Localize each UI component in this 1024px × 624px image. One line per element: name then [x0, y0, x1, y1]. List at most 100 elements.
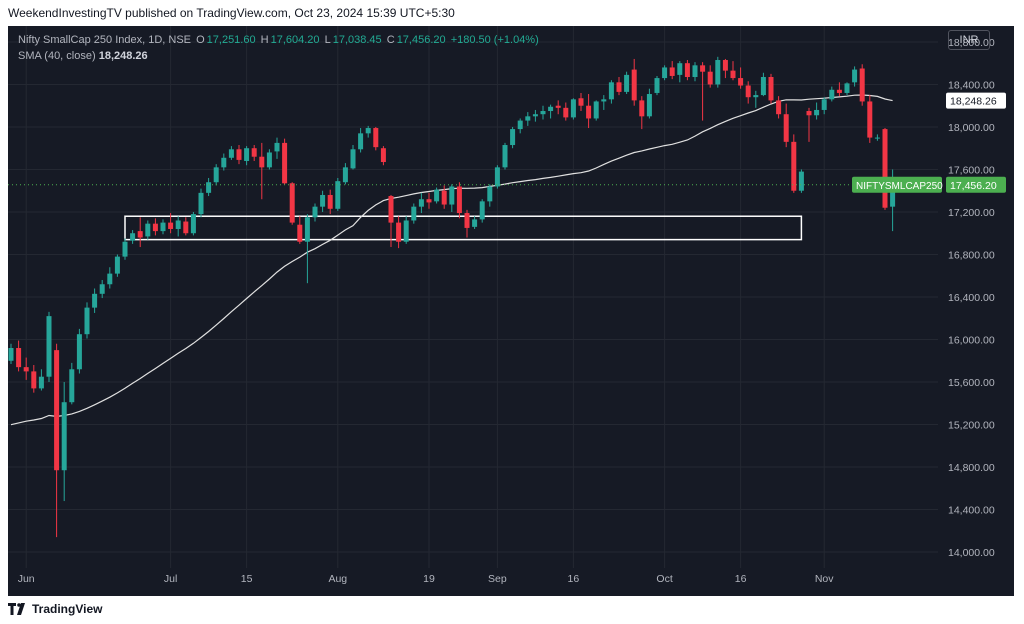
candle-down — [23, 367, 29, 372]
candle-up — [145, 223, 151, 237]
sma-line — [10, 94, 893, 426]
candle-down — [738, 78, 744, 86]
candle-up — [411, 206, 417, 221]
price-chart[interactable]: 14,000.00 14,400.00 14,800.00 15,200.00 15,6… — [8, 26, 1014, 596]
publisher-text: WeekendInvestingTV published on TradingV… — [8, 6, 455, 20]
open-value: 17,251.60 — [206, 34, 256, 46]
sma-value: 18,248.26 — [98, 50, 148, 62]
candle-down — [783, 114, 789, 142]
candle-down — [639, 100, 645, 117]
symbol-tag — [852, 176, 942, 193]
price-axis-tick: 14,800.00 — [948, 462, 995, 474]
candle-up — [487, 186, 493, 202]
price-axis-tick: 14,400.00 — [948, 505, 995, 517]
candle-up — [821, 99, 827, 110]
candle-up — [114, 256, 120, 274]
time-axis-label: Sep — [488, 573, 507, 585]
candle-up — [46, 316, 52, 377]
candle-up — [92, 293, 98, 308]
currency-button[interactable]: INR — [948, 30, 990, 50]
footer: TradingView — [0, 596, 1024, 624]
candle-up — [760, 77, 766, 96]
candle-down — [700, 65, 706, 72]
candle-up — [84, 307, 90, 335]
candle-up — [350, 149, 356, 169]
candle-up — [304, 217, 310, 242]
candle-down — [836, 89, 842, 93]
chart-area[interactable]: 14,000.00 14,400.00 14,800.00 15,200.00 15,6… — [8, 26, 1014, 596]
high-value: 17,604.20 — [270, 34, 320, 46]
candle-up — [608, 82, 614, 100]
candle-up — [517, 120, 523, 130]
candle-down — [16, 348, 22, 368]
low-value: 17,038.45 — [332, 34, 382, 46]
candle-down — [745, 85, 751, 98]
low-label: L — [324, 34, 331, 46]
candle-up — [494, 167, 500, 187]
price-axis-tick: 15,200.00 — [948, 420, 995, 432]
candle-up — [358, 133, 364, 150]
candle-up — [221, 157, 227, 168]
candle-up — [312, 206, 318, 218]
time-axis-label: 19 — [423, 573, 435, 585]
candle-up — [449, 186, 455, 205]
price-axis-tick: 16,800.00 — [948, 249, 995, 261]
price-axis-tick: 17,600.00 — [948, 164, 995, 176]
candle-up — [654, 78, 660, 93]
candle-down — [669, 67, 675, 76]
candle-up — [472, 219, 478, 227]
candle-up — [646, 94, 652, 117]
high-label: H — [260, 34, 269, 46]
candle-down — [722, 60, 728, 71]
candle-up — [266, 152, 272, 168]
price-axis-tick: 18,400.00 — [948, 79, 995, 91]
ohlc-row: Nifty SmallCap 250 Index, 1D, NSE O 17,25… — [18, 32, 541, 48]
price-axis-tick: 15,600.00 — [948, 377, 995, 389]
candle-down — [251, 148, 257, 157]
candle-down — [555, 105, 561, 108]
candle-up — [175, 220, 181, 229]
candle-up — [190, 214, 196, 234]
candle-down — [236, 149, 242, 160]
time-axis-label: 16 — [568, 573, 580, 585]
candle-up — [434, 189, 440, 202]
candle-up — [715, 60, 721, 85]
candle-down — [464, 213, 470, 228]
candle-down — [426, 199, 432, 203]
candle-down — [327, 194, 333, 209]
candle-down — [867, 101, 873, 138]
candle-down — [137, 231, 143, 238]
tradingview-logo-icon — [8, 603, 25, 615]
time-axis-label: Jun — [18, 573, 35, 585]
candle-down — [768, 77, 774, 101]
candle-up — [69, 369, 75, 403]
price-axis-tick: 16,400.00 — [948, 292, 995, 304]
candle-up — [852, 69, 858, 83]
tradingview-logo[interactable]: TradingView — [8, 602, 102, 616]
candle-down — [388, 196, 394, 223]
symbol-description: Nifty SmallCap 250 Index, 1D, NSE — [18, 34, 192, 46]
candle-up — [403, 220, 409, 242]
chart-legend: Nifty SmallCap 250 Index, 1D, NSE O 17,25… — [18, 32, 541, 64]
candle-down — [456, 186, 462, 214]
change-value: +180.50 (+1.04%) — [450, 34, 539, 46]
time-axis-label: 15 — [241, 573, 253, 585]
sma-price-tag-text: 18,248.26 — [950, 96, 997, 108]
last-price-tag — [946, 176, 1006, 193]
publisher-header: WeekendInvestingTV published on TradingV… — [0, 0, 1024, 26]
close-label: C — [386, 34, 395, 46]
candle-up — [365, 128, 371, 134]
time-axis-label: Oct — [656, 573, 672, 585]
candle-up — [525, 116, 531, 121]
candle-up — [510, 129, 516, 146]
candle-up — [8, 348, 14, 361]
symbol-tag-text: NIFTYSMLCAP250 — [856, 181, 943, 192]
time-axis-label: Nov — [815, 573, 834, 585]
open-label: O — [196, 34, 205, 46]
candle-down — [168, 222, 174, 229]
candle-up — [38, 376, 44, 389]
candle-up — [342, 167, 348, 183]
candle-up — [274, 142, 280, 152]
time-axis-label: Aug — [328, 573, 347, 585]
candle-down — [791, 141, 797, 191]
